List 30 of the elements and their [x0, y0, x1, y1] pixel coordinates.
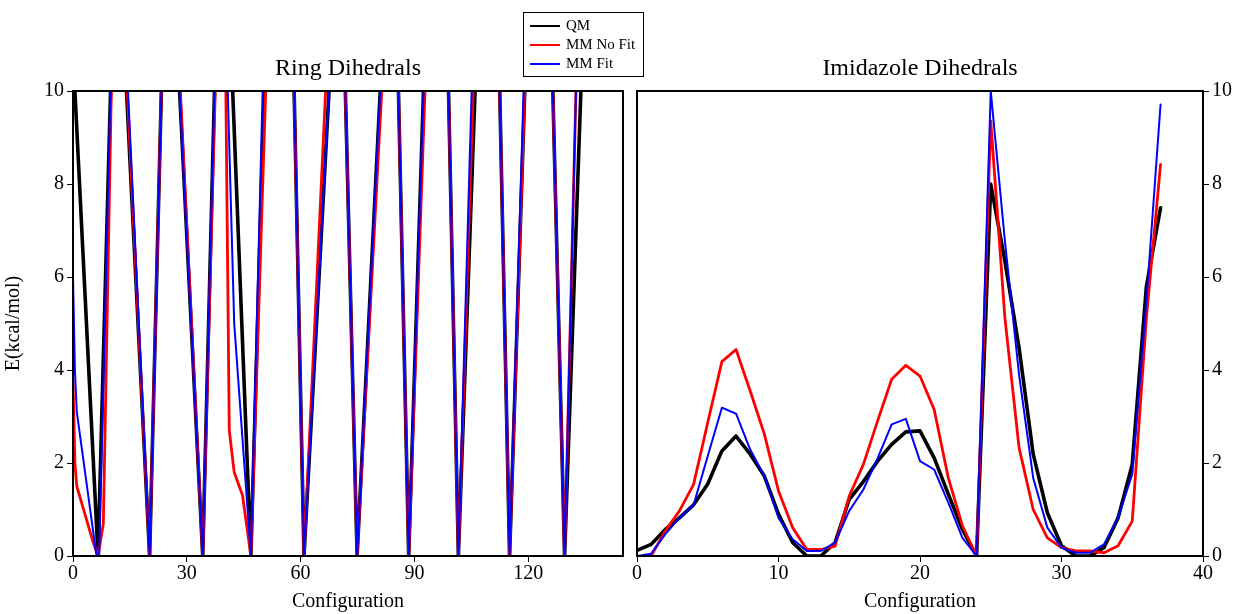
y-axis-title: E(kcal/mol) — [1, 275, 25, 372]
y-tick-label: 10 — [44, 78, 64, 101]
x-tick-label: 30 — [176, 561, 197, 584]
x-tick-label: 10 — [768, 561, 789, 584]
y2-tick-label: 0 — [1212, 543, 1222, 566]
y2-tick-label: 4 — [1212, 357, 1222, 380]
x-tick-label: 20 — [910, 561, 930, 584]
x-tick-label: 30 — [1051, 561, 1072, 584]
y2-tick-label: 2 — [1212, 450, 1222, 473]
y-tick-label: 2 — [54, 450, 64, 473]
chart-title: Ring Dihedrals — [275, 54, 421, 81]
x-tick-label: 0 — [68, 561, 78, 584]
chart-title: Imidazole Dihedrals — [822, 54, 1018, 81]
legend-label: QM — [566, 16, 591, 35]
x-tick-label: 90 — [404, 561, 425, 584]
legend-label: MM No Fit — [566, 35, 636, 54]
y-tick-label: 0 — [54, 543, 64, 566]
x-tick-label: 60 — [290, 561, 311, 584]
y2-tick-label: 8 — [1212, 171, 1222, 194]
x-tick-label: 0 — [632, 561, 642, 584]
y-tick-label: 4 — [54, 357, 64, 380]
y-tick-label: 6 — [54, 264, 64, 287]
y2-tick-label: 6 — [1212, 264, 1222, 287]
x-tick-label: 40 — [1193, 561, 1213, 584]
x-axis-title: Configuration — [291, 589, 405, 613]
y2-tick-label: 10 — [1212, 78, 1232, 101]
y-tick-label: 8 — [54, 171, 64, 194]
x-tick-label: 120 — [513, 561, 544, 584]
legend-label: MM Fit — [566, 54, 614, 73]
x-axis-title: Configuration — [863, 589, 977, 613]
